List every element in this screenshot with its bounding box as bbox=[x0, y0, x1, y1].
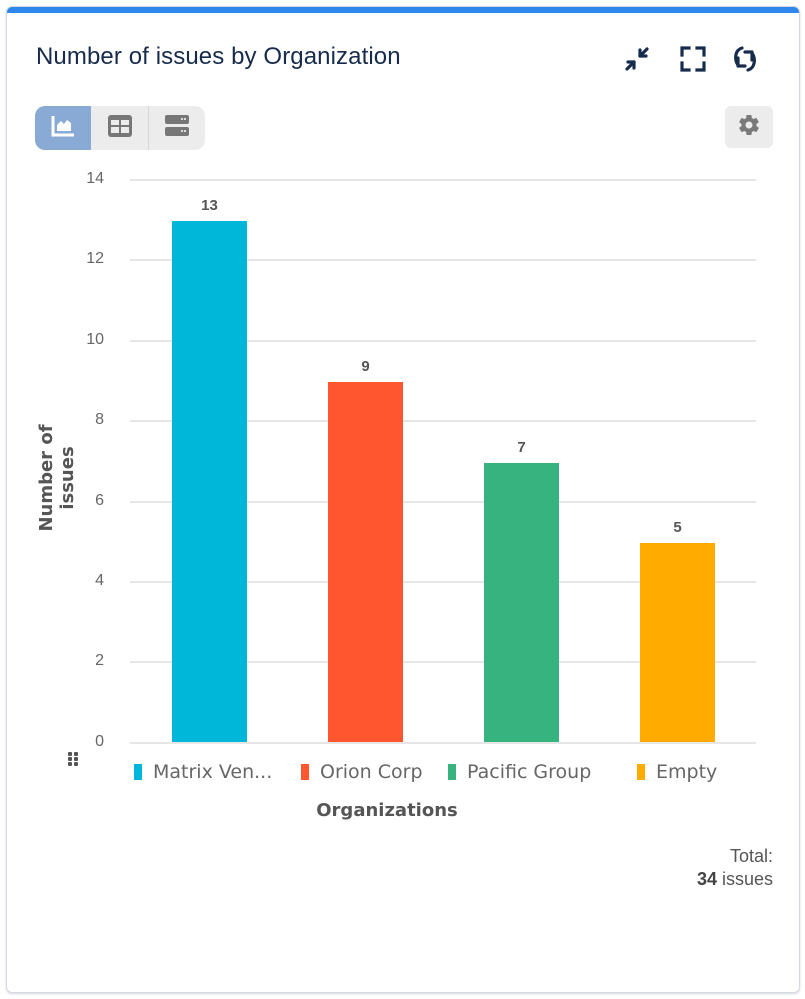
y-axis-label: Number of issues bbox=[36, 424, 78, 532]
bar-value-label: 5 bbox=[673, 519, 682, 536]
view-switcher bbox=[35, 106, 205, 150]
list-icon bbox=[164, 114, 189, 142]
gear-icon bbox=[737, 113, 761, 142]
list-view-button[interactable] bbox=[149, 106, 205, 150]
legend-label: Matrix Ven... bbox=[153, 761, 273, 783]
legend-swatch bbox=[134, 764, 142, 780]
legend-swatch bbox=[448, 764, 456, 780]
y-tick: 10 bbox=[86, 331, 104, 348]
y-tick: 4 bbox=[95, 572, 104, 589]
bar-orion-corp[interactable] bbox=[328, 382, 403, 742]
legend-item-empty[interactable]: Empty bbox=[637, 761, 717, 783]
y-tick: 8 bbox=[95, 411, 104, 428]
gridline bbox=[130, 340, 756, 342]
y-tick: 12 bbox=[86, 250, 104, 267]
x-axis-baseline bbox=[130, 742, 756, 744]
legend-label: Empty bbox=[656, 761, 718, 783]
gridline bbox=[130, 661, 756, 663]
bar-matrix-ventures[interactable] bbox=[172, 221, 247, 742]
total-value: 34 bbox=[696, 869, 717, 889]
table-view-button[interactable] bbox=[91, 106, 147, 150]
refresh-icon[interactable] bbox=[729, 43, 761, 75]
y-tick: 14 bbox=[86, 170, 104, 187]
bar-empty[interactable] bbox=[640, 543, 715, 742]
bar-value-label: 13 bbox=[201, 197, 218, 214]
fullscreen-icon[interactable] bbox=[677, 43, 709, 75]
bar-pacific-group[interactable] bbox=[484, 463, 559, 742]
gridline bbox=[130, 501, 756, 503]
gadget-card: Number of issues by Organization bbox=[6, 6, 800, 993]
table-icon bbox=[107, 114, 132, 142]
legend-item-orion-corp[interactable]: Orion Corp bbox=[301, 761, 423, 783]
total-unit: issues bbox=[716, 869, 773, 889]
bar-value-label: 9 bbox=[361, 358, 370, 375]
gridline bbox=[130, 259, 756, 261]
total-summary: Total: 34 issues bbox=[697, 845, 773, 891]
legend-swatch bbox=[301, 764, 309, 780]
y-tick: 2 bbox=[95, 652, 104, 669]
gridline bbox=[130, 179, 756, 181]
card-accent-bar bbox=[7, 7, 799, 13]
legend-swatch bbox=[637, 764, 645, 780]
settings-button[interactable] bbox=[725, 106, 773, 148]
legend-item-pacific-group[interactable]: Pacific Group bbox=[448, 761, 591, 783]
chart-icon bbox=[50, 114, 76, 143]
y-tick: 0 bbox=[95, 733, 104, 750]
chart-view-button[interactable] bbox=[35, 106, 92, 150]
bar-value-label: 7 bbox=[517, 439, 526, 456]
collapse-icon[interactable] bbox=[621, 43, 653, 75]
gridline bbox=[130, 420, 756, 422]
y-tick: 6 bbox=[95, 492, 104, 509]
drag-handle-icon[interactable] bbox=[68, 752, 80, 766]
legend-item-matrix-ventures[interactable]: Matrix Ven... bbox=[134, 761, 272, 783]
total-label: Total: bbox=[729, 846, 773, 866]
view-switcher-divider bbox=[147, 106, 149, 150]
legend-label: Orion Corp bbox=[320, 761, 423, 783]
legend-label: Pacific Group bbox=[467, 761, 592, 783]
gridline bbox=[130, 581, 756, 583]
x-axis-label: Organizations bbox=[316, 800, 458, 821]
gadget-title: Number of issues by Organization bbox=[36, 43, 401, 70]
